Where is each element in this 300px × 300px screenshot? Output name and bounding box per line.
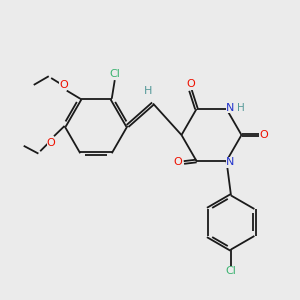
Text: O: O — [173, 158, 182, 167]
Text: N: N — [226, 103, 234, 112]
Text: O: O — [186, 80, 195, 89]
Text: Cl: Cl — [226, 266, 236, 276]
Text: N: N — [226, 158, 234, 167]
Text: O: O — [46, 137, 56, 148]
Text: O: O — [260, 130, 268, 140]
Text: H: H — [237, 103, 245, 112]
Text: O: O — [59, 80, 68, 90]
Text: Cl: Cl — [109, 69, 120, 79]
Text: H: H — [144, 86, 153, 96]
